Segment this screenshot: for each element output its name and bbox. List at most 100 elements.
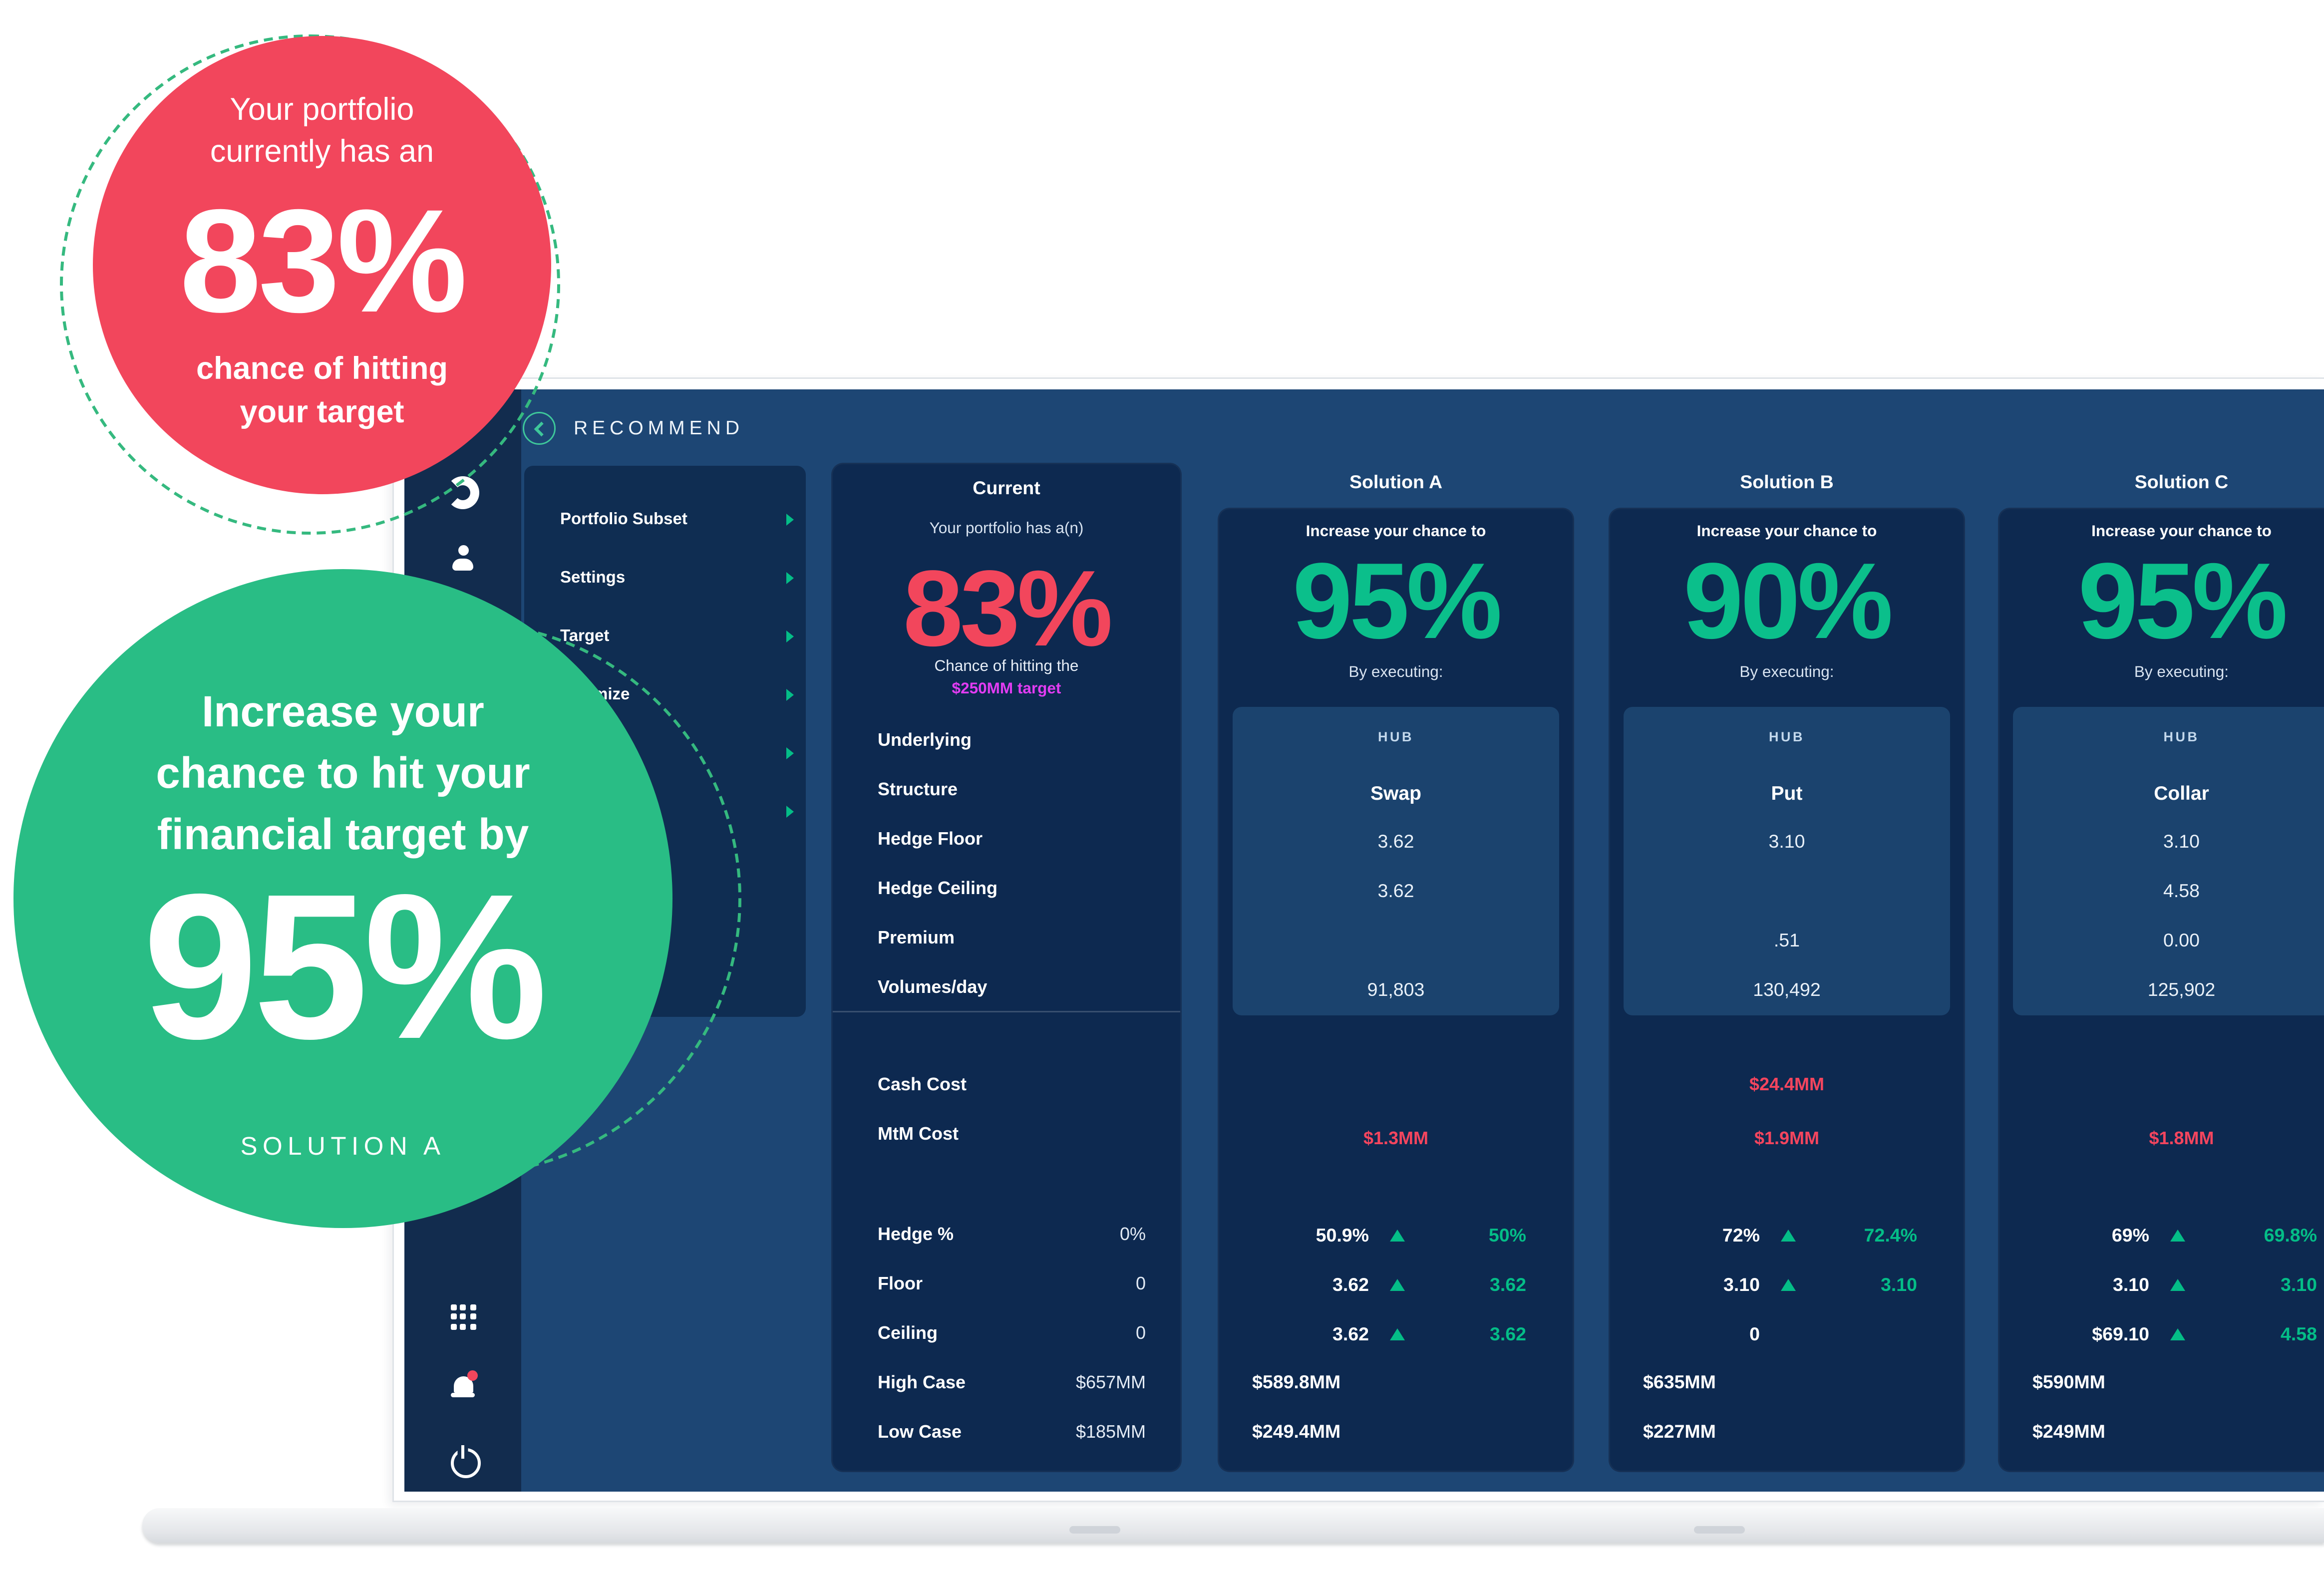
base-groove	[1069, 1526, 1120, 1534]
premium-value	[1233, 917, 1559, 966]
menu-item-6[interactable]	[524, 782, 806, 840]
triangle-up-icon	[1390, 1327, 1405, 1340]
back-button[interactable]	[523, 412, 556, 445]
volumes-value: 130,492	[1753, 979, 1821, 1000]
mtm-cost-value: $1.9MM	[1754, 1128, 1820, 1149]
bell-icon[interactable]	[404, 1369, 521, 1405]
person-icon	[448, 545, 478, 572]
laptop-base	[142, 1508, 2324, 1543]
cost-label: Cash Cost	[878, 1073, 967, 1094]
apps-grid-icon[interactable]	[404, 1298, 521, 1334]
green-callout-bubble: Increase your chance to hit your financi…	[13, 569, 672, 1228]
menu-item-portfolio-subset[interactable]: Portfolio Subset	[524, 490, 806, 548]
grid-dots-icon	[450, 1303, 476, 1329]
hedge-ceiling-value: 3.62	[1377, 881, 1414, 902]
cost-label: MtM Cost	[878, 1122, 959, 1144]
ceiling-row: $69.10 4.58	[2092, 1323, 2317, 1344]
current-metrics: Hedge % 0% Floor 0 Ceiling 0 High Case $657M…	[833, 1209, 1180, 1456]
solution-a-title: Solution A	[1349, 472, 1443, 493]
solution-b-card[interactable]: Increase your chance to 90% By executing…	[1609, 508, 1965, 1472]
chevron-right-icon	[786, 746, 794, 759]
metric-row: Hedge % 0%	[878, 1223, 1146, 1244]
menu-item-settings[interactable]: Settings	[524, 548, 806, 607]
low-case-value: $249.4MM	[1252, 1421, 1341, 1442]
hedge-pct-row: 69% 69.8%	[2111, 1224, 2317, 1246]
chevron-right-icon	[786, 513, 794, 525]
increase-label: Increase your chance to	[1306, 523, 1486, 541]
hub-label: HUB	[1378, 729, 1414, 744]
triangle-up-icon	[2170, 1327, 2185, 1340]
solution-c-card[interactable]: Increase your chance to 95% By executing…	[1998, 508, 2324, 1472]
increase-label: Increase your chance to	[1696, 523, 1877, 541]
hedge-floor-value: 3.62	[1377, 831, 1414, 852]
user-icon[interactable]	[404, 541, 521, 577]
volumes-value: 91,803	[1367, 979, 1425, 1000]
metric-row: High Case $657MM	[878, 1371, 1146, 1392]
solution-percent: 90%	[1683, 542, 1893, 662]
callout-text: chance to hit your	[156, 750, 530, 798]
chevron-right-icon	[786, 688, 794, 700]
current-target-line: $250MM target	[952, 680, 1061, 698]
structure-value: Put	[1771, 782, 1803, 804]
solution-c-title: Solution C	[2134, 472, 2229, 493]
triangle-up-icon	[1390, 1229, 1405, 1241]
mtm-cost-value: $1.8MM	[2149, 1128, 2214, 1149]
callout-text: Your portfolio	[230, 93, 414, 127]
spec-label: Hedge Ceiling	[878, 877, 998, 898]
callout-text: your target	[240, 395, 404, 430]
hedge-pct-row: 50.9% 50%	[1316, 1224, 1526, 1246]
current-card-title: Current	[973, 478, 1040, 499]
menu-item-5[interactable]	[524, 723, 806, 782]
triangle-up-icon	[1781, 1229, 1796, 1241]
chevron-right-icon	[786, 805, 794, 817]
metric-row: Ceiling 0	[878, 1321, 1146, 1343]
solution-b-title: Solution B	[1740, 472, 1834, 493]
current-spec-labels: Underlying Structure Hedge Floor Hedge C…	[833, 714, 1180, 1012]
cash-cost-value	[1219, 1060, 1573, 1110]
power-icon[interactable]	[404, 1441, 521, 1478]
metric-row: Floor 0	[878, 1272, 1146, 1293]
execution-detail-card: HUB Swap 3.62 3.62 91,803	[1233, 707, 1559, 1015]
hub-label: HUB	[2163, 729, 2200, 744]
callout-text: currently has an	[210, 135, 434, 169]
low-case-value: $249MM	[2032, 1421, 2105, 1442]
execution-detail-card: HUB Put 3.10 .51 130,492	[1624, 707, 1950, 1015]
by-executing-label: By executing:	[1348, 663, 1443, 681]
floor-row: 3.62 3.62	[1332, 1273, 1526, 1295]
triangle-up-icon	[2170, 1278, 2185, 1290]
callout-caption: SOLUTION A	[240, 1132, 446, 1161]
cash-cost-value	[1999, 1060, 2324, 1110]
spec-label: Hedge Floor	[878, 827, 983, 849]
hedge-pct-row: 72% 72.4%	[1722, 1224, 1917, 1246]
structure-value: Collar	[2154, 782, 2209, 804]
high-case-value: $590MM	[2032, 1372, 2105, 1393]
current-chance-line: Chance of hitting the	[934, 657, 1079, 675]
callout-text: financial target by	[157, 812, 529, 860]
by-executing-label: By executing:	[2134, 663, 2229, 681]
current-subtitle: Your portfolio has a(n)	[929, 520, 1084, 538]
floor-row: 3.10 3.10	[1723, 1273, 1917, 1295]
callout-text: chance of hitting	[196, 352, 448, 386]
page-title: RECOMMEND	[574, 416, 744, 439]
mtm-cost-value: $1.3MM	[1363, 1128, 1429, 1149]
structure-value: Swap	[1370, 782, 1421, 804]
red-callout-bubble: Your portfolio currently has an 83% chan…	[93, 36, 551, 494]
callout-text: Increase your	[202, 689, 484, 737]
ceiling-row: 3.62 3.62	[1332, 1323, 1526, 1344]
by-executing-label: By executing:	[1739, 663, 1834, 681]
chevron-right-icon	[786, 571, 794, 584]
current-card: Current Your portfolio has a(n) 83% Chan…	[831, 463, 1182, 1472]
volumes-value: 125,902	[2147, 979, 2216, 1000]
triangle-up-icon	[1781, 1278, 1796, 1290]
hub-label: HUB	[1769, 729, 1805, 744]
metric-row: Low Case $185MM	[878, 1420, 1146, 1442]
chevron-right-icon	[786, 629, 794, 642]
triangle-up-icon	[2170, 1229, 2185, 1241]
callout-percent: 95%	[143, 852, 548, 1083]
notification-bell-icon	[448, 1369, 478, 1401]
cash-cost-value: $24.4MM	[1749, 1074, 1825, 1095]
ceiling-row: 0	[1749, 1323, 1760, 1344]
premium-value: .51	[1773, 930, 1800, 951]
solution-a-card[interactable]: Increase your chance to 95% By executing…	[1218, 508, 1574, 1472]
hedge-floor-value: 3.10	[1768, 831, 1805, 852]
